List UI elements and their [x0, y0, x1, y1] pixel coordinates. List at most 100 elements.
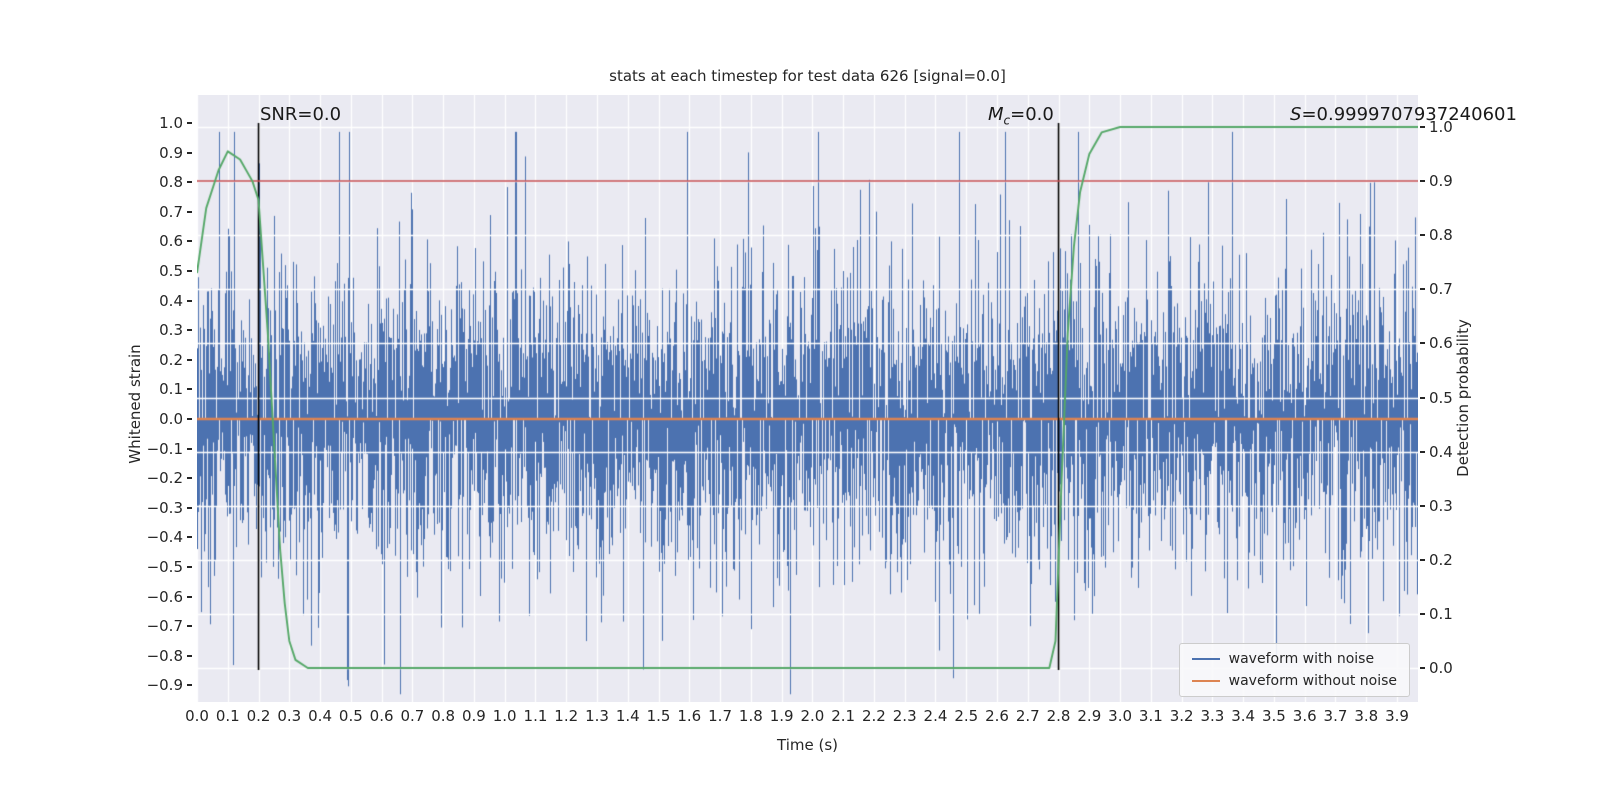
- annotation-chirp-mass: Mc=0.0: [988, 104, 1054, 128]
- left-tick-label: −0.3: [146, 498, 183, 517]
- tick-mark-icon: [1420, 234, 1425, 237]
- tick-mark-icon: [1420, 667, 1425, 669]
- x-tick-label: 0.3: [277, 707, 302, 725]
- x-tick-label: 2.5: [954, 707, 979, 725]
- x-tick-label: 2.7: [1015, 707, 1040, 725]
- x-tick-label: 1.3: [585, 707, 609, 725]
- x-tick-label: 2.0: [800, 707, 825, 725]
- right-tick: 0.2: [1420, 550, 1480, 570]
- tick-mark-icon: [187, 329, 192, 332]
- tick-mark-icon: [1420, 612, 1425, 615]
- tick-mark-icon: [187, 684, 192, 687]
- left-tick-label: 0.8: [159, 173, 183, 192]
- right-tick: 0.3: [1420, 496, 1480, 516]
- x-tick-label: 0.1: [215, 707, 240, 725]
- legend-item: waveform with noise: [1191, 651, 1397, 667]
- tick-mark-icon: [187, 240, 192, 243]
- chart-title: stats at each timestep for test data 626…: [609, 67, 1006, 85]
- left-tick: 0.6: [138, 231, 192, 251]
- tick-mark-icon: [187, 270, 192, 272]
- tick-mark-icon: [187, 595, 192, 598]
- x-tick-label: 1.2: [554, 707, 579, 725]
- tick-mark-icon: [187, 566, 192, 568]
- x-tick-label: 2.1: [831, 707, 856, 725]
- right-tick: 0.5: [1420, 388, 1480, 408]
- left-tick: −0.1: [138, 439, 192, 459]
- x-tick-label: 3.2: [1169, 707, 1194, 725]
- legend-item: waveform without noise: [1191, 673, 1397, 689]
- tick-mark-icon: [1420, 450, 1425, 453]
- left-tick-label: 0.0: [159, 410, 183, 428]
- x-tick-label: 3.3: [1200, 707, 1225, 725]
- left-tick: −0.6: [138, 587, 192, 607]
- x-tick-label: 1.7: [708, 707, 732, 725]
- left-tick-label: −0.2: [146, 469, 183, 488]
- x-tick-label: 3.9: [1385, 707, 1409, 725]
- x-tick-label: 0.5: [338, 707, 363, 725]
- s-symbol: S: [1290, 104, 1302, 125]
- right-tick: 0.9: [1420, 171, 1480, 191]
- tick-mark-icon: [187, 418, 192, 420]
- right-tick: 1.0: [1420, 117, 1480, 137]
- tick-mark-icon: [1420, 180, 1425, 183]
- right-tick-label: 0.0: [1429, 659, 1453, 677]
- x-tick-label: 1.8: [738, 707, 763, 725]
- x-tick-label: 3.7: [1323, 707, 1348, 725]
- left-tick: 0.9: [138, 143, 192, 163]
- x-tick-label: 2.4: [923, 707, 948, 725]
- legend-label: waveform without noise: [1228, 673, 1397, 689]
- x-tick-label: 2.8: [1046, 707, 1071, 725]
- x-tick-label: 3.8: [1354, 707, 1379, 725]
- left-tick: −0.2: [138, 468, 192, 488]
- tick-mark-icon: [1420, 396, 1425, 399]
- x-tick-label: 0.0: [185, 707, 209, 725]
- left-tick-label: 0.3: [159, 321, 183, 340]
- right-tick-label: 0.8: [1429, 226, 1453, 245]
- x-tick-label: 0.9: [461, 707, 486, 725]
- tick-mark-icon: [1420, 288, 1425, 291]
- left-tick: 0.5: [138, 261, 192, 281]
- tick-mark-icon: [187, 151, 192, 154]
- tick-mark-icon: [187, 181, 192, 184]
- x-tick-label: 2.2: [862, 707, 886, 725]
- x-tick-label: 2.3: [892, 707, 917, 725]
- left-tick: 0.2: [138, 350, 192, 370]
- tick-mark-icon: [187, 388, 192, 391]
- x-tick-label: 0.8: [431, 707, 456, 725]
- right-tick-label: 0.9: [1429, 172, 1453, 191]
- tick-mark-icon: [1420, 504, 1425, 507]
- x-tick-label: 1.0: [492, 707, 517, 725]
- left-tick-label: 0.2: [159, 350, 183, 369]
- left-tick-label: 0.6: [159, 232, 183, 251]
- right-tick-label: 0.5: [1429, 388, 1453, 407]
- legend-swatch: [1191, 679, 1220, 683]
- left-tick-label: −0.6: [146, 587, 183, 606]
- right-tick: 0.0: [1420, 658, 1480, 678]
- x-axis-label: Time (s): [777, 736, 838, 754]
- left-tick-label: 1.0: [159, 114, 183, 132]
- left-tick-label: −0.1: [146, 439, 183, 458]
- plot-area: SNR=0.0 Mc=0.0 S=0.9999707937240601 wave…: [197, 95, 1517, 702]
- x-tick-label: 2.6: [985, 707, 1009, 725]
- right-tick: 0.8: [1420, 225, 1480, 245]
- right-tick-label: 0.2: [1429, 550, 1453, 569]
- right-tick: 0.6: [1420, 333, 1480, 353]
- right-tick: 0.4: [1420, 442, 1480, 462]
- right-tick-label: 0.7: [1429, 280, 1453, 299]
- x-tick-label: 3.4: [1231, 707, 1256, 725]
- s-value: =0.9999707937240601: [1301, 104, 1517, 125]
- left-tick: 0.3: [138, 320, 192, 340]
- legend-swatch: [1191, 657, 1220, 661]
- right-tick-label: 0.3: [1429, 496, 1453, 515]
- annotation-statistic: S=0.9999707937240601: [1290, 104, 1517, 125]
- left-tick: 0.8: [138, 172, 192, 192]
- left-tick: −0.8: [138, 646, 192, 666]
- mc-value: =0.0: [1010, 104, 1054, 125]
- chart-canvas: [197, 95, 1418, 702]
- tick-mark-icon: [187, 447, 192, 450]
- legend: waveform with noise waveform without nois…: [1178, 643, 1410, 697]
- left-tick-label: 0.9: [159, 143, 183, 162]
- tick-mark-icon: [187, 506, 192, 509]
- x-tick-label: 0.7: [400, 707, 425, 725]
